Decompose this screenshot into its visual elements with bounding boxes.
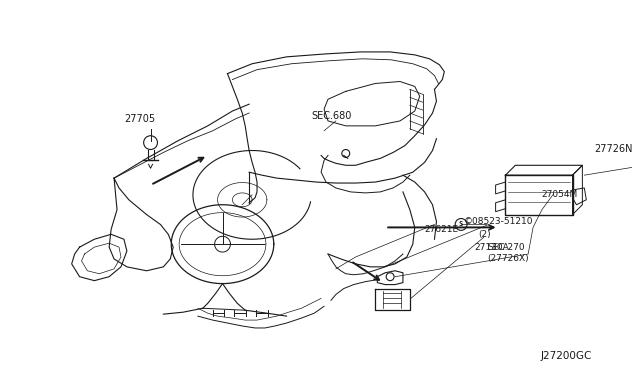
Text: J27200GC: J27200GC: [541, 350, 593, 360]
Text: 27621E: 27621E: [424, 225, 459, 234]
Text: 27705: 27705: [124, 114, 155, 124]
Text: 27054M: 27054M: [541, 190, 577, 199]
Text: 27130A: 27130A: [474, 243, 509, 251]
Text: (2): (2): [478, 230, 490, 239]
Text: (27726X): (27726X): [488, 254, 529, 263]
Text: SEC.270: SEC.270: [488, 243, 525, 251]
Text: ©08523-51210: ©08523-51210: [464, 217, 534, 226]
Text: 27726N: 27726N: [594, 144, 633, 154]
Text: SEC.680: SEC.680: [311, 111, 351, 121]
Text: S: S: [459, 221, 463, 227]
